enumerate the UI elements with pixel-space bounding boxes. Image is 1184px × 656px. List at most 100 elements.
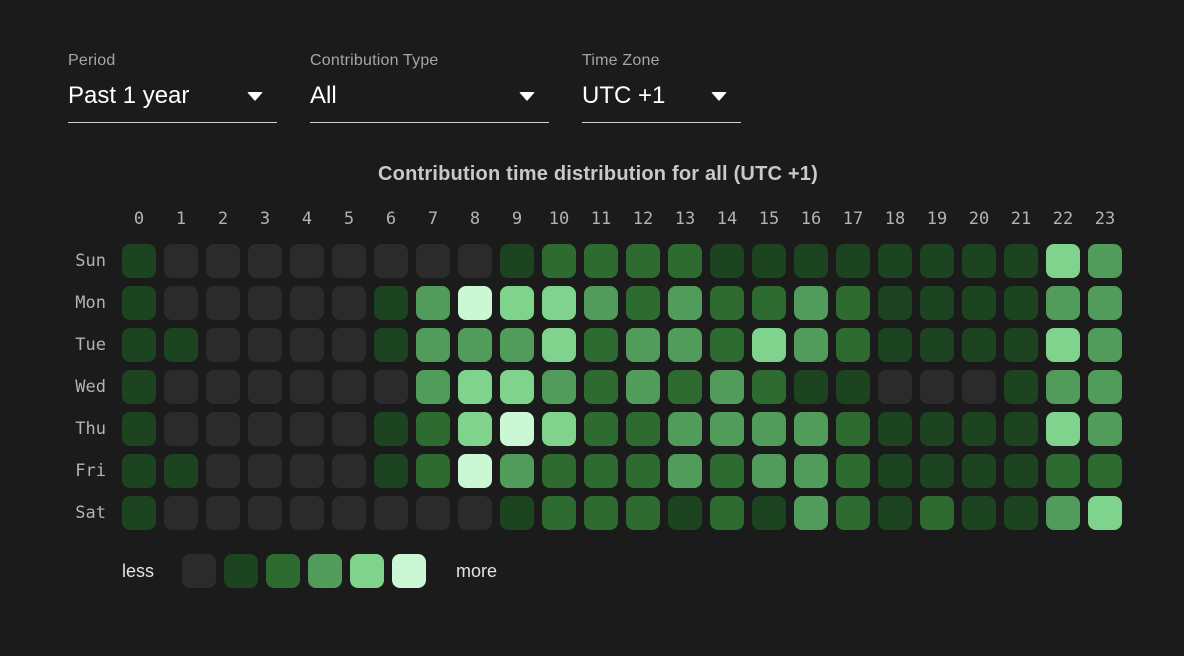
heatmap-cell[interactable]	[458, 370, 492, 404]
heatmap-cell[interactable]	[332, 244, 366, 278]
heatmap-cell[interactable]	[710, 328, 744, 362]
heatmap-cell[interactable]	[1004, 244, 1038, 278]
heatmap-cell[interactable]	[332, 412, 366, 446]
heatmap-cell[interactable]	[416, 496, 450, 530]
heatmap-cell[interactable]	[1046, 454, 1080, 488]
heatmap-cell[interactable]	[248, 370, 282, 404]
heatmap-cell[interactable]	[710, 412, 744, 446]
heatmap-cell[interactable]	[290, 412, 324, 446]
heatmap-cell[interactable]	[752, 286, 786, 320]
heatmap-cell[interactable]	[416, 244, 450, 278]
heatmap-cell[interactable]	[752, 244, 786, 278]
heatmap-cell[interactable]	[794, 244, 828, 278]
heatmap-cell[interactable]	[920, 496, 954, 530]
heatmap-cell[interactable]	[374, 286, 408, 320]
heatmap-cell[interactable]	[1088, 286, 1122, 320]
heatmap-cell[interactable]	[962, 328, 996, 362]
heatmap-cell[interactable]	[164, 286, 198, 320]
heatmap-cell[interactable]	[920, 412, 954, 446]
heatmap-cell[interactable]	[962, 244, 996, 278]
heatmap-cell[interactable]	[794, 454, 828, 488]
heatmap-cell[interactable]	[962, 412, 996, 446]
heatmap-cell[interactable]	[1004, 328, 1038, 362]
heatmap-cell[interactable]	[332, 328, 366, 362]
heatmap-cell[interactable]	[500, 370, 534, 404]
heatmap-cell[interactable]	[878, 286, 912, 320]
heatmap-cell[interactable]	[1004, 454, 1038, 488]
heatmap-cell[interactable]	[1004, 370, 1038, 404]
heatmap-cell[interactable]	[752, 412, 786, 446]
heatmap-cell[interactable]	[920, 328, 954, 362]
heatmap-cell[interactable]	[542, 496, 576, 530]
heatmap-cell[interactable]	[500, 286, 534, 320]
heatmap-cell[interactable]	[1088, 496, 1122, 530]
heatmap-cell[interactable]	[500, 328, 534, 362]
heatmap-cell[interactable]	[542, 370, 576, 404]
heatmap-cell[interactable]	[290, 454, 324, 488]
heatmap-cell[interactable]	[668, 454, 702, 488]
heatmap-cell[interactable]	[458, 496, 492, 530]
heatmap-cell[interactable]	[332, 454, 366, 488]
heatmap-cell[interactable]	[416, 286, 450, 320]
heatmap-cell[interactable]	[878, 496, 912, 530]
heatmap-cell[interactable]	[206, 370, 240, 404]
heatmap-cell[interactable]	[836, 370, 870, 404]
heatmap-cell[interactable]	[584, 286, 618, 320]
heatmap-cell[interactable]	[1088, 412, 1122, 446]
heatmap-cell[interactable]	[458, 244, 492, 278]
heatmap-cell[interactable]	[1046, 496, 1080, 530]
heatmap-cell[interactable]	[206, 412, 240, 446]
heatmap-cell[interactable]	[668, 370, 702, 404]
heatmap-cell[interactable]	[206, 454, 240, 488]
heatmap-cell[interactable]	[1046, 286, 1080, 320]
heatmap-cell[interactable]	[626, 286, 660, 320]
heatmap-cell[interactable]	[1088, 370, 1122, 404]
heatmap-cell[interactable]	[248, 412, 282, 446]
heatmap-cell[interactable]	[206, 286, 240, 320]
heatmap-cell[interactable]	[878, 412, 912, 446]
heatmap-cell[interactable]	[290, 328, 324, 362]
heatmap-cell[interactable]	[164, 496, 198, 530]
heatmap-cell[interactable]	[164, 328, 198, 362]
heatmap-cell[interactable]	[1088, 454, 1122, 488]
heatmap-cell[interactable]	[374, 370, 408, 404]
heatmap-cell[interactable]	[794, 496, 828, 530]
heatmap-cell[interactable]	[248, 454, 282, 488]
heatmap-cell[interactable]	[164, 454, 198, 488]
heatmap-cell[interactable]	[164, 244, 198, 278]
heatmap-cell[interactable]	[626, 328, 660, 362]
heatmap-cell[interactable]	[878, 454, 912, 488]
heatmap-cell[interactable]	[584, 496, 618, 530]
heatmap-cell[interactable]	[1004, 286, 1038, 320]
heatmap-cell[interactable]	[668, 412, 702, 446]
heatmap-cell[interactable]	[626, 412, 660, 446]
heatmap-cell[interactable]	[836, 454, 870, 488]
heatmap-cell[interactable]	[878, 244, 912, 278]
heatmap-cell[interactable]	[920, 370, 954, 404]
heatmap-cell[interactable]	[416, 454, 450, 488]
heatmap-cell[interactable]	[122, 244, 156, 278]
heatmap-cell[interactable]	[122, 412, 156, 446]
heatmap-cell[interactable]	[920, 454, 954, 488]
heatmap-cell[interactable]	[878, 328, 912, 362]
heatmap-cell[interactable]	[374, 328, 408, 362]
heatmap-cell[interactable]	[416, 412, 450, 446]
period-dropdown[interactable]: Past 1 year	[68, 82, 277, 123]
heatmap-cell[interactable]	[542, 412, 576, 446]
time-zone-dropdown[interactable]: UTC +1	[582, 82, 741, 123]
heatmap-cell[interactable]	[836, 496, 870, 530]
heatmap-cell[interactable]	[668, 286, 702, 320]
heatmap-cell[interactable]	[920, 244, 954, 278]
heatmap-cell[interactable]	[122, 370, 156, 404]
heatmap-cell[interactable]	[206, 244, 240, 278]
heatmap-cell[interactable]	[542, 244, 576, 278]
heatmap-cell[interactable]	[458, 454, 492, 488]
heatmap-cell[interactable]	[1046, 244, 1080, 278]
heatmap-cell[interactable]	[836, 412, 870, 446]
heatmap-cell[interactable]	[668, 244, 702, 278]
heatmap-cell[interactable]	[836, 328, 870, 362]
heatmap-cell[interactable]	[626, 244, 660, 278]
heatmap-cell[interactable]	[500, 244, 534, 278]
heatmap-cell[interactable]	[794, 328, 828, 362]
heatmap-cell[interactable]	[122, 454, 156, 488]
